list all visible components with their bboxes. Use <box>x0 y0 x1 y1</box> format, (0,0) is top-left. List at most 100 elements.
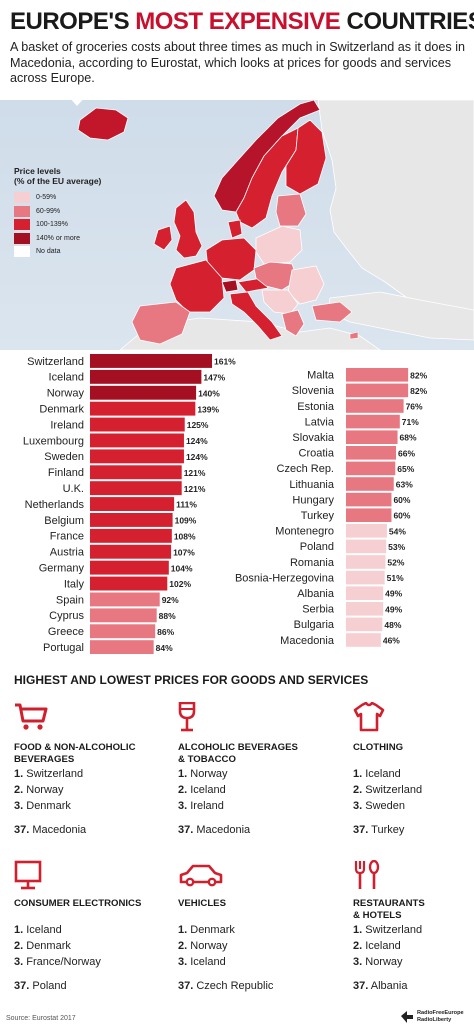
bar-label: Slovakia <box>292 432 334 444</box>
rank-country: Albania <box>370 980 408 992</box>
bar-value-label: 125% <box>187 420 209 430</box>
rank-country: Norway <box>190 768 228 780</box>
region-iberia <box>131 301 191 345</box>
rank-2: 2. Iceland <box>178 784 226 796</box>
bar <box>346 570 385 585</box>
bar-value-label: 66% <box>398 448 415 458</box>
category-title-line1: ALCOHOLIC BEVERAGES <box>178 742 298 753</box>
bar <box>346 461 396 476</box>
rank-number: 2. <box>178 784 188 796</box>
title-accent: MOST EXPENSIVE <box>135 8 341 35</box>
bar-label: Norway <box>47 388 85 400</box>
bar-label: Ireland <box>50 419 84 431</box>
bar-value-label: 63% <box>396 480 413 490</box>
bar <box>346 586 384 600</box>
rank-number: 37. <box>178 980 194 992</box>
region-greece <box>281 309 305 337</box>
rank-country: Iceland <box>365 768 401 780</box>
source-note: Source: Eurostat 2017 <box>6 1015 76 1022</box>
bar-label: Macedonia <box>280 635 335 647</box>
rank-number: 37. <box>353 980 369 992</box>
category-title-line1: VEHICLES <box>178 898 226 909</box>
bar <box>346 508 392 522</box>
legend-item: 140% or more <box>14 232 101 246</box>
rank-country: Norway <box>365 956 403 968</box>
category-title: RESTAURANTS & HOTELS <box>353 898 474 921</box>
bar-value-label: 53% <box>388 542 405 552</box>
region-finland <box>285 119 327 195</box>
rank-country: Ireland <box>190 800 224 812</box>
wine-glass-icon <box>178 702 196 732</box>
bar-label: Romania <box>290 557 335 569</box>
bar <box>346 383 409 398</box>
bar <box>90 417 185 432</box>
legend-label: 100-139% <box>36 221 68 229</box>
rank-country: Iceland <box>365 940 401 952</box>
brand-line2: RadioLiberty <box>417 1017 452 1023</box>
bar-chart-svg: Switzerland 161% Iceland 147% Norway 140% Denm… <box>23 354 428 654</box>
monitor-icon <box>14 860 42 890</box>
category-title-line2: & HOTELS <box>353 909 402 921</box>
rank-3: 3. Denmark <box>14 800 71 812</box>
bar-label: Luxembourg <box>23 435 84 447</box>
bar-value-label: 71% <box>402 417 419 427</box>
region-cyprus <box>349 331 359 340</box>
rank-country: Denmark <box>190 924 235 936</box>
rank-country: Denmark <box>26 940 71 952</box>
rank-number: 37. <box>14 824 30 836</box>
bar-value-label: 111% <box>176 500 197 510</box>
bar <box>90 528 172 543</box>
category-title-line2: BEVERAGES <box>14 753 75 765</box>
bar-value-label: 86% <box>157 627 174 637</box>
bar <box>90 449 184 464</box>
bar-value-label: 161% <box>214 357 236 367</box>
bar-label: Bulgaria <box>294 619 335 631</box>
legend-swatch <box>14 192 30 204</box>
bar-value-label: 76% <box>406 402 423 412</box>
brand-text: RadioFreeEurope RadioLiberty <box>417 1010 464 1023</box>
rank-number: 3. <box>14 956 24 968</box>
bar-value-label: 52% <box>387 558 404 568</box>
bar <box>90 401 196 416</box>
bar-value-label: 109% <box>175 516 197 526</box>
bar-value-label: 107% <box>173 547 195 557</box>
shopping-cart-icon <box>15 703 48 730</box>
rank-country: Poland <box>32 980 67 992</box>
bar-value-label: 124% <box>186 452 208 462</box>
rank-country: Norway <box>190 940 228 952</box>
region-denmark <box>227 219 243 239</box>
legend-swatch <box>14 232 30 244</box>
bar-value-label: 60% <box>393 495 410 505</box>
bar <box>90 513 173 527</box>
bar-value-label: 49% <box>385 589 402 599</box>
rank-number: 2. <box>353 784 363 796</box>
region-ireland <box>153 225 173 251</box>
bar-label: Montenegro <box>275 526 334 538</box>
rank-number: 1. <box>353 768 363 780</box>
bar-value-label: 54% <box>389 526 406 536</box>
rank-2: 2. Denmark <box>14 940 71 952</box>
bar <box>346 399 404 413</box>
fork-spoon-icon <box>354 860 380 889</box>
bar-label: Malta <box>307 370 335 382</box>
legend-label: 60-99% <box>36 207 61 215</box>
rank-1: 1. Switzerland <box>353 924 422 936</box>
rank-2: 2. Norway <box>14 784 64 796</box>
bar <box>90 544 172 559</box>
bar-label: Netherlands <box>25 499 85 511</box>
bar-value-label: 60% <box>393 511 410 521</box>
section-title: HIGHEST AND LOWEST PRICES FOR GOODS AND … <box>14 673 369 687</box>
bar-value-label: 108% <box>174 531 196 541</box>
bar-label: France <box>50 531 84 543</box>
bar-value-label: 139% <box>197 404 219 414</box>
bar <box>346 477 394 491</box>
bar <box>90 608 157 623</box>
bar-label: U.K. <box>63 483 84 495</box>
brand-line1: RadioFreeEurope <box>417 1010 464 1017</box>
region-turkey <box>311 301 353 323</box>
rank-number: 1. <box>14 768 24 780</box>
legend-label: No data <box>36 248 61 256</box>
bar <box>346 524 387 538</box>
bar-label: Belgium <box>44 515 84 527</box>
rank-country: Turkey <box>371 824 405 836</box>
